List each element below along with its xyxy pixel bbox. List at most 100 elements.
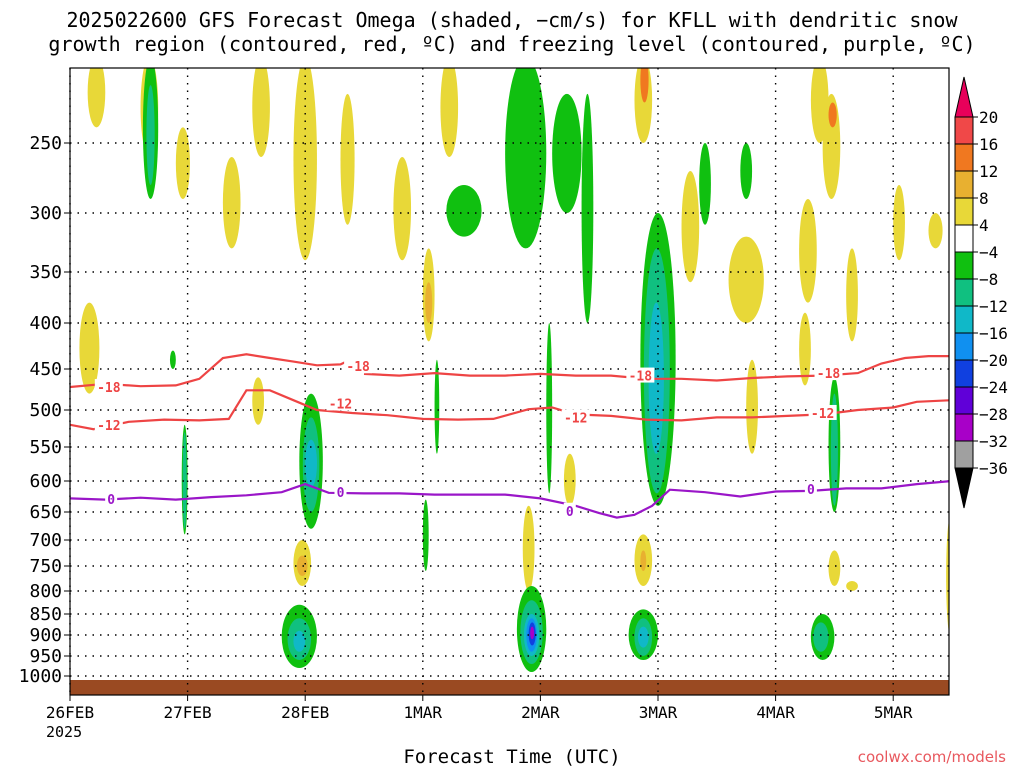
x-tick-label: 28FEB <box>281 703 329 722</box>
contour-label-bg <box>563 502 576 518</box>
omega-cell <box>563 453 576 506</box>
y-tick-label: 750 <box>29 556 62 577</box>
contour-label: -12 <box>811 407 834 422</box>
contour-label: 0 <box>807 483 815 498</box>
contour-label: 0 <box>566 505 574 520</box>
omega-cell <box>640 550 647 571</box>
colorbar-label: −12 <box>979 297 1008 316</box>
omega-cell <box>799 312 811 386</box>
contour-label-bg <box>94 379 123 395</box>
contour-label-bg <box>105 490 118 506</box>
colorbar-segment <box>954 386 974 415</box>
x-tick-label: 5MAR <box>874 703 913 722</box>
omega-cell <box>169 350 176 369</box>
colorbar-label: 16 <box>979 135 998 154</box>
omega-cell <box>252 377 265 425</box>
omega-cell <box>175 127 190 199</box>
omega-cell <box>928 213 943 249</box>
colorbar-segment <box>954 116 974 145</box>
contour-label-bg <box>626 367 655 383</box>
omega-cell <box>638 626 649 648</box>
omega-cell <box>425 282 433 323</box>
omega-cell <box>530 626 535 640</box>
colorbar-label: −4 <box>979 243 998 262</box>
omega-cell <box>252 68 270 157</box>
x-tick-label: 3MAR <box>639 703 678 722</box>
omega-cell <box>828 102 837 128</box>
omega-cell <box>505 68 547 249</box>
y-tick-label: 550 <box>29 437 62 458</box>
omega-cell <box>699 143 711 225</box>
y-tick-label: 300 <box>29 203 62 224</box>
colorbar-segment <box>954 251 974 280</box>
colorbar-top-arrow <box>954 76 974 118</box>
contour-label: -12 <box>564 411 587 426</box>
contour-line <box>70 389 949 431</box>
omega-cell <box>522 505 535 591</box>
colorbar-label: 12 <box>979 162 998 181</box>
omega-cell <box>182 432 187 529</box>
contour-label: -12 <box>97 419 120 434</box>
contour-label: 0 <box>337 486 345 501</box>
contour-label: -18 <box>346 360 370 375</box>
x-axis-label: Forecast Time (UTC) <box>403 746 621 768</box>
omega-cell <box>422 499 429 571</box>
contour-line <box>363 355 949 382</box>
x-tick-label: 26FEB <box>46 703 94 722</box>
contour-label-bg <box>94 416 123 432</box>
contour-line <box>70 353 347 389</box>
omega-cell <box>846 581 858 591</box>
omega-cell <box>946 520 949 633</box>
colorbar-segment <box>954 359 974 388</box>
omega-cell <box>581 93 594 323</box>
colorbar-label: −24 <box>979 378 1008 397</box>
contour-label-bg <box>344 358 373 374</box>
contour-label-bg <box>804 481 817 497</box>
colorbar-segment <box>954 413 974 442</box>
colorbar-segment <box>954 305 974 334</box>
colorbar-label: −8 <box>979 270 998 289</box>
credit-link[interactable]: coolwx.com/models <box>857 748 1006 766</box>
colorbar-segment <box>954 278 974 307</box>
y-tick-label: 250 <box>29 133 62 154</box>
omega-cell <box>440 68 459 157</box>
omega-cell <box>740 143 753 199</box>
omega-cell <box>146 85 155 185</box>
contour-label: -18 <box>629 370 653 385</box>
contour-label-bg <box>334 484 347 500</box>
surface-ground <box>70 680 949 695</box>
colorbar-segment <box>954 440 974 469</box>
omega-cell <box>296 555 308 576</box>
omega-cell <box>79 302 100 394</box>
y-tick-label: 950 <box>29 646 62 667</box>
y-tick-label: 850 <box>29 604 62 625</box>
colorbar-segment <box>954 224 974 253</box>
y-tick-label: 800 <box>29 581 62 602</box>
y-tick-label: 1000 <box>19 666 62 687</box>
contour-label-bg <box>561 409 590 425</box>
colorbar-label: −36 <box>979 459 1008 478</box>
colorbar-label: −28 <box>979 405 1008 424</box>
chart-title-line2: growth region (contoured, red, ºC) and f… <box>48 32 976 56</box>
omega-cell <box>830 393 838 506</box>
y-tick-label: 600 <box>29 471 62 492</box>
x-tick-label: 2MAR <box>521 703 560 722</box>
colorbar-segment <box>954 332 974 361</box>
omega-cell <box>293 68 317 261</box>
contour-label: -18 <box>97 381 121 396</box>
omega-cell <box>828 550 841 586</box>
x-axis-year-label: 2025 <box>46 723 83 741</box>
omega-cell <box>640 68 649 103</box>
omega-cell <box>222 157 241 249</box>
x-tick-label: 1MAR <box>404 703 443 722</box>
chart-title-line1: 2025022600 GFS Forecast Omega (shaded, −… <box>66 8 958 32</box>
contour-label: 0 <box>107 493 115 508</box>
y-tick-label: 700 <box>29 530 62 551</box>
contour-label: -18 <box>817 367 841 382</box>
y-tick-label: 350 <box>29 262 62 283</box>
omega-cell <box>552 93 582 213</box>
colorbar-segment <box>954 143 974 172</box>
x-tick-label: 27FEB <box>164 703 212 722</box>
colorbar-label: −16 <box>979 324 1008 343</box>
